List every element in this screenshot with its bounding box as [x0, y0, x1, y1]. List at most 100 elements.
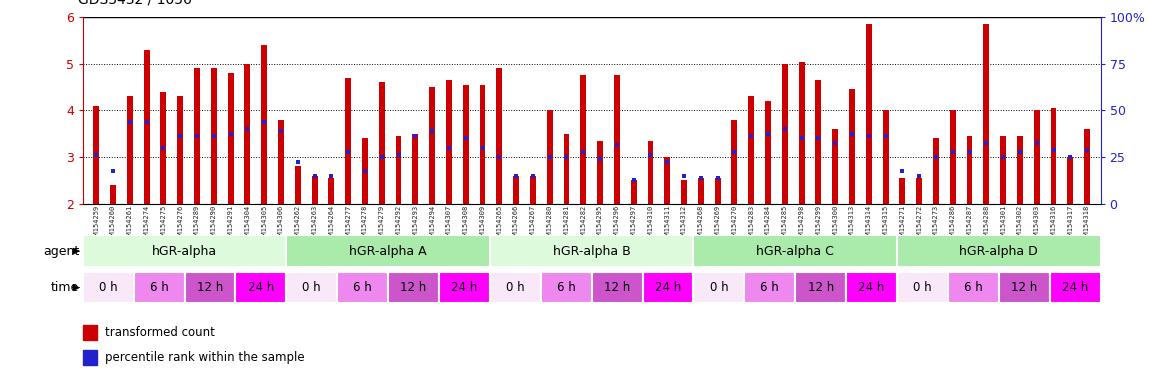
Bar — [681, 180, 687, 204]
Bar — [897, 272, 948, 303]
Bar — [480, 85, 485, 204]
Bar — [833, 129, 838, 204]
Bar — [83, 350, 97, 365]
Bar — [1050, 272, 1101, 303]
Bar — [245, 64, 251, 204]
Bar — [1084, 129, 1090, 204]
Bar — [439, 272, 490, 303]
Bar — [194, 68, 200, 204]
Text: 24 h: 24 h — [247, 281, 274, 294]
Bar — [530, 175, 536, 204]
Text: 12 h: 12 h — [1011, 281, 1037, 294]
Text: hGR-alpha A: hGR-alpha A — [350, 245, 427, 258]
Bar — [798, 61, 805, 204]
Bar — [362, 138, 368, 204]
Bar — [378, 83, 385, 204]
Text: 0 h: 0 h — [506, 281, 524, 294]
Bar — [866, 24, 872, 204]
Bar — [228, 73, 233, 204]
Bar — [693, 272, 744, 303]
Bar — [581, 76, 586, 204]
Bar — [744, 272, 795, 303]
Text: agent: agent — [43, 245, 79, 258]
Bar — [967, 136, 973, 204]
Bar — [849, 89, 854, 204]
Bar — [597, 141, 603, 204]
Bar — [614, 76, 620, 204]
Bar — [1067, 157, 1073, 204]
Bar — [83, 325, 97, 340]
Bar — [413, 134, 419, 204]
Bar — [630, 180, 637, 204]
Bar — [286, 235, 490, 267]
Bar — [1017, 136, 1022, 204]
Text: 0 h: 0 h — [302, 281, 321, 294]
Bar — [749, 96, 754, 204]
Bar — [490, 235, 693, 267]
Bar — [765, 101, 770, 204]
Bar — [490, 272, 540, 303]
Bar — [795, 272, 846, 303]
Bar — [389, 272, 439, 303]
Text: GDS3432 / 1056: GDS3432 / 1056 — [78, 0, 192, 6]
Bar — [643, 272, 693, 303]
Text: 0 h: 0 h — [913, 281, 932, 294]
Bar — [564, 134, 569, 204]
Text: hGR-alpha D: hGR-alpha D — [959, 245, 1038, 258]
Bar — [236, 272, 286, 303]
Text: 6 h: 6 h — [150, 281, 169, 294]
Bar — [329, 178, 335, 204]
Bar — [815, 80, 821, 204]
Text: time: time — [51, 281, 79, 294]
Bar — [337, 272, 388, 303]
Text: 0 h: 0 h — [99, 281, 117, 294]
Bar — [83, 235, 286, 267]
Text: 24 h: 24 h — [1061, 281, 1088, 294]
Bar — [950, 111, 956, 204]
Bar — [429, 87, 435, 204]
Bar — [126, 96, 132, 204]
Bar — [513, 175, 519, 204]
Bar — [345, 78, 351, 204]
Text: 24 h: 24 h — [654, 281, 681, 294]
Bar — [665, 157, 670, 204]
Text: hGR-alpha B: hGR-alpha B — [553, 245, 630, 258]
Text: hGR-alpha C: hGR-alpha C — [757, 245, 834, 258]
Bar — [184, 272, 236, 303]
Bar — [93, 106, 99, 204]
Bar — [278, 120, 284, 204]
Bar — [144, 50, 150, 204]
Bar — [286, 272, 337, 303]
Bar — [899, 178, 905, 204]
Bar — [294, 166, 300, 204]
Text: 12 h: 12 h — [400, 281, 427, 294]
Bar — [948, 272, 998, 303]
Bar — [693, 235, 897, 267]
Text: 6 h: 6 h — [760, 281, 780, 294]
Bar — [83, 272, 133, 303]
Bar — [462, 85, 469, 204]
Bar — [546, 111, 553, 204]
Bar — [312, 175, 317, 204]
Bar — [1034, 111, 1040, 204]
Bar — [446, 80, 452, 204]
Bar — [133, 272, 184, 303]
Bar — [396, 136, 401, 204]
Bar — [897, 235, 1101, 267]
Bar — [998, 272, 1050, 303]
Bar — [933, 138, 938, 204]
Text: 0 h: 0 h — [710, 281, 728, 294]
Text: 6 h: 6 h — [353, 281, 373, 294]
Bar — [698, 178, 704, 204]
Bar — [714, 178, 721, 204]
Text: hGR-alpha: hGR-alpha — [152, 245, 217, 258]
Text: 12 h: 12 h — [197, 281, 223, 294]
Text: 12 h: 12 h — [604, 281, 630, 294]
Text: 24 h: 24 h — [451, 281, 477, 294]
Text: 12 h: 12 h — [807, 281, 834, 294]
Text: transformed count: transformed count — [105, 326, 215, 339]
Text: 24 h: 24 h — [858, 281, 884, 294]
Bar — [591, 272, 643, 303]
Bar — [846, 272, 897, 303]
Bar — [261, 45, 267, 204]
